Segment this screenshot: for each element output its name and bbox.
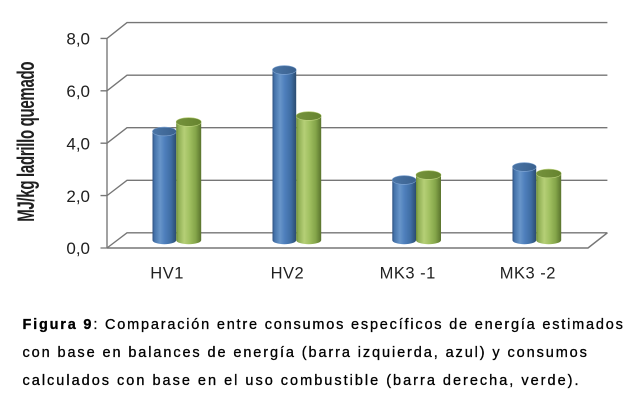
svg-text:0,0: 0,0 — [66, 239, 90, 258]
svg-text:MK3 -1: MK3 -1 — [380, 265, 436, 283]
svg-text:MK3 -2: MK3 -2 — [500, 265, 556, 283]
svg-text:2,0: 2,0 — [66, 187, 90, 206]
svg-text:6,0: 6,0 — [66, 82, 90, 101]
svg-text:8,0: 8,0 — [66, 30, 90, 49]
svg-text:HV1: HV1 — [150, 265, 184, 283]
svg-text:4,0: 4,0 — [66, 134, 90, 153]
svg-text:HV2: HV2 — [271, 265, 305, 283]
svg-text:MJ/kg ladrillo quemado: MJ/kg ladrillo quemado — [14, 62, 40, 222]
